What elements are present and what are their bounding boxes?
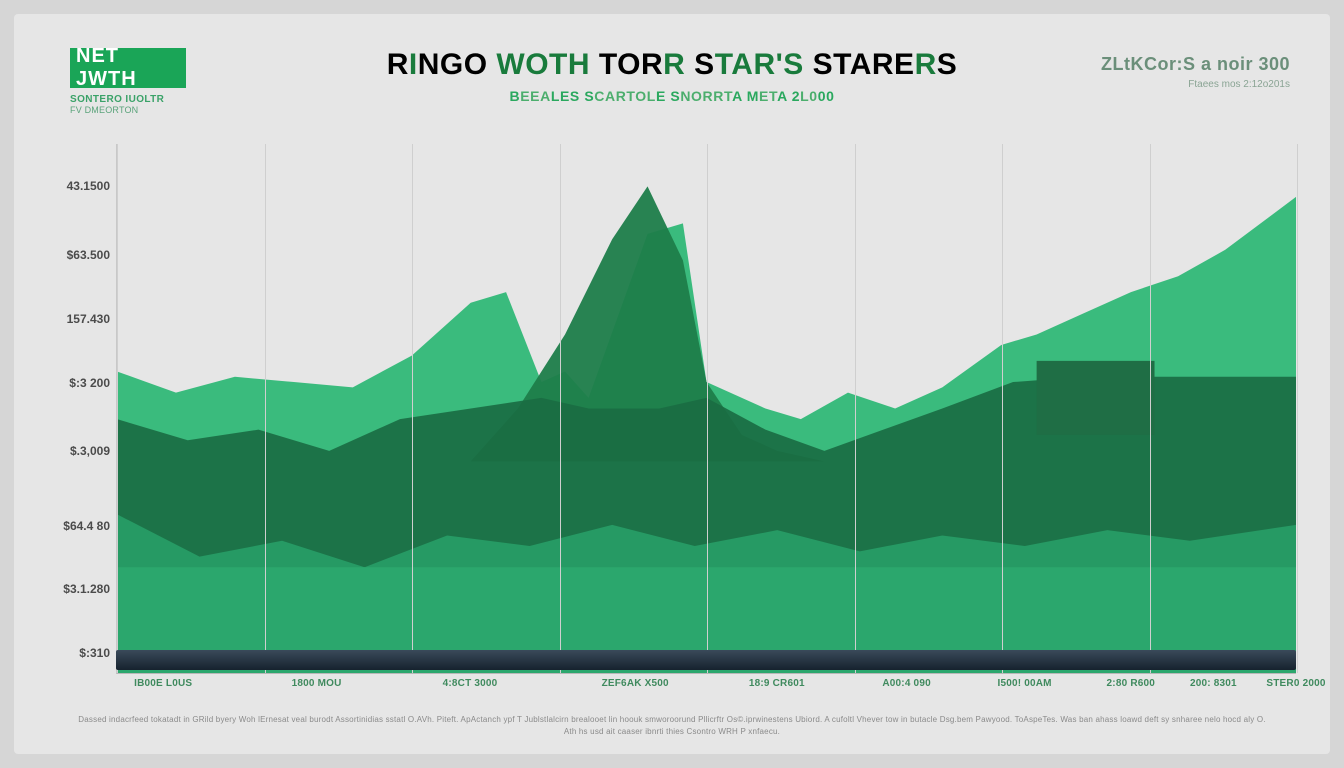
chart-meta: ZLtKCor:S a noir 300 Ftaees mos 2:12o201… [1101,54,1290,90]
x-axis-labels: IB00E L0US 1800 MOU 4:8CT 3000 ZEF6AK X500 1… [116,678,1296,694]
x-tick-label: 4:8CT 3000 [443,678,498,689]
x-tick-label: I500! 00AM [997,678,1051,689]
x-tick-label: 2:80 R600 [1107,678,1156,689]
gridline [1297,144,1298,673]
x-tick-label: ZEF6AK X500 [602,678,669,689]
chart-subtitle: BEEALES SCARTOLE SNORRTA META 2L000 [14,88,1330,104]
x-axis-strip [116,650,1296,670]
footnote-line-1: Dassed indacrfeed tokatadt in GRild byer… [14,714,1330,726]
y-tick-label: $.3,009 [70,444,110,458]
chart-canvas: NET JWTH SONTERO IUOLTR FV DMEORTON RING… [14,14,1330,754]
y-tick-label: $63.500 [67,248,110,262]
chart-footnote: Dassed indacrfeed tokatadt in GRild byer… [14,714,1330,738]
chart-meta-sub: Ftaees mos 2:12o201s [1101,79,1290,90]
y-tick-label: 43.1500 [67,179,110,193]
y-tick-label: $:310 [79,646,110,660]
y-tick-label: $:3 200 [69,376,110,390]
y-tick-label: $64.4 80 [63,519,110,533]
x-tick-label: 18:9 CR601 [749,678,805,689]
logo-subtitle-2: FV DMEORTON [70,105,200,115]
x-tick-label: STER0 2000 [1266,678,1325,689]
gridline [265,144,266,673]
x-tick-label: 200: 8301 [1190,678,1237,689]
y-tick-label: $3.1.280 [63,582,110,596]
gridline [412,144,413,673]
series-right_mid_block [1037,361,1155,435]
gridline [117,144,118,673]
y-axis-labels: 43.1500 $63.500 157.430 $:3 200 $.3,009 $64.4… [44,144,110,674]
x-tick-label: IB00E L0US [134,678,192,689]
x-tick-label: A00:4 090 [882,678,931,689]
x-tick-label: 1800 MOU [292,678,342,689]
gridline [560,144,561,673]
gridline [1002,144,1003,673]
chart-plot-area [116,144,1296,674]
footnote-line-2: Ath hs usd ait caaser ibnrti thies Csont… [14,726,1330,738]
y-tick-label: 157.430 [67,312,110,326]
gridline [1150,144,1151,673]
gridline [855,144,856,673]
gridline [707,144,708,673]
chart-meta-main: ZLtKCor:S a noir 300 [1101,54,1290,75]
